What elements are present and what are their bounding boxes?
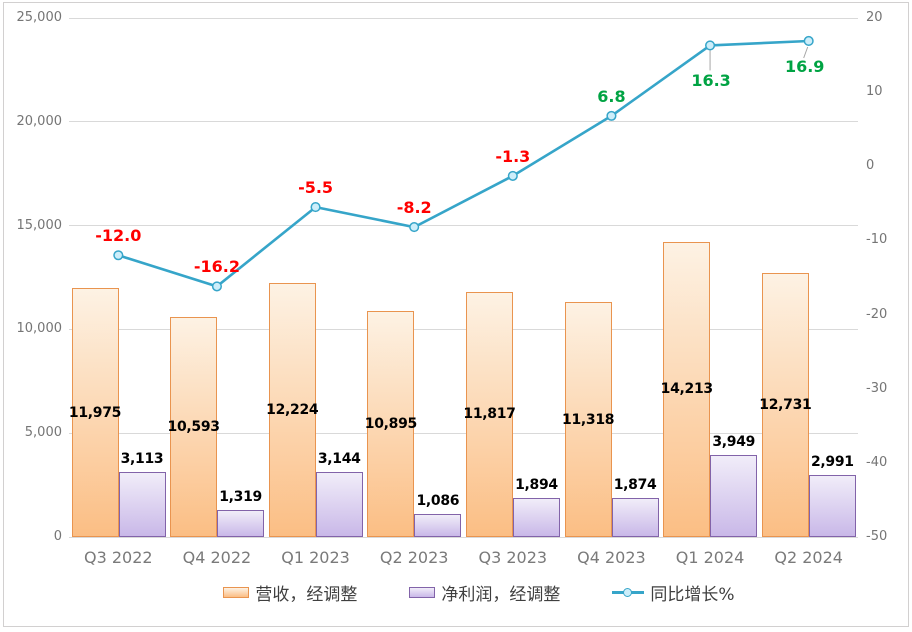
revenue-bar-label: 12,224	[266, 402, 319, 419]
revenue-bar	[466, 291, 513, 537]
left-axis-tick-label: 15,000	[16, 217, 63, 233]
revenue-bar	[367, 310, 415, 537]
netprofit-bar-label: 1,319	[219, 488, 263, 505]
revenue-bar-label: 11,318	[562, 411, 615, 428]
right-axis-tick-label: -10	[866, 232, 888, 248]
category-label: Q4 2023	[577, 548, 646, 567]
revenue-bar-label: 12,731	[759, 396, 812, 413]
yoy-point-label: -16.2	[193, 257, 240, 277]
yoy-point-marker	[211, 281, 222, 292]
gridline	[69, 536, 858, 538]
right-axis-tick-label: 10	[866, 84, 883, 100]
netprofit-bar-label: 1,874	[613, 477, 657, 494]
right-axis-tick-label: 20	[866, 10, 883, 25]
legend-item-yoy: 同比增长%	[612, 580, 735, 605]
yoy-point-label: 6.8	[597, 86, 626, 106]
netprofit-bar-label: 3,113	[120, 451, 164, 468]
gridline	[69, 121, 858, 123]
yoy-point-marker	[310, 202, 321, 213]
left-axis-tick-label: 10,000	[16, 321, 63, 337]
category-label: Q1 2024	[675, 548, 745, 567]
netprofit-bar	[513, 497, 560, 537]
revenue-bar	[268, 283, 316, 537]
right-axis-tick-label: -30	[866, 380, 888, 396]
revenue-bar-label: 10,593	[167, 419, 221, 436]
gridline	[69, 17, 858, 19]
gridline	[69, 328, 858, 330]
gridline	[69, 225, 858, 227]
netprofit-bar	[118, 472, 166, 537]
right-axis-tick-label: -40	[866, 454, 888, 470]
revenue-bar-label: 14,213	[660, 381, 714, 398]
revenue-bar	[663, 241, 711, 537]
right-axis-tick-label: -20	[866, 306, 888, 322]
legend-item-netprofit: 净利润，经调整	[409, 580, 560, 605]
netprofit-bar	[217, 509, 265, 537]
legend-item-revenue: 营收，经调整	[223, 580, 357, 605]
category-label: Q3 2022	[84, 548, 153, 567]
netprofit-bar	[611, 498, 659, 537]
legend-swatch-netprofit	[409, 586, 436, 598]
netprofit-bar	[710, 455, 758, 537]
netprofit-bar	[414, 514, 462, 537]
yoy-point-marker	[113, 250, 124, 261]
gridline	[69, 432, 858, 434]
yoy-point-label: -1.3	[495, 146, 531, 166]
revenue-bar-label: 10,895	[364, 415, 418, 432]
legend-swatch-revenue	[223, 586, 250, 598]
category-label: Q2 2024	[774, 548, 843, 567]
label-leader-line	[803, 46, 809, 59]
revenue-bar	[71, 288, 119, 537]
left-axis-tick-label: 5,000	[24, 425, 62, 441]
yoy-point-marker	[507, 170, 518, 181]
yoy-point-label: 16.9	[784, 56, 825, 76]
legend: 营收，经调整 净利润，经调整 同比增长%	[0, 578, 912, 606]
yoy-point-label: -8.2	[396, 198, 432, 218]
yoy-point-marker	[606, 110, 617, 121]
yoy-point-label: 16.3	[691, 71, 731, 91]
yoy-line	[117, 39, 809, 288]
legend-label-revenue: 营收，经调整	[255, 584, 358, 605]
left-axis-tick-label: 20,000	[16, 113, 63, 129]
yoy-point-marker	[803, 35, 814, 47]
left-axis-tick-label: 25,000	[16, 10, 63, 25]
category-label: Q1 2023	[281, 548, 350, 567]
netprofit-bar	[808, 474, 856, 537]
netprofit-bar-label: 3,144	[317, 450, 361, 467]
category-label: Q2 2023	[379, 548, 449, 567]
yoy-point-marker	[705, 40, 716, 51]
revenue-bar	[170, 317, 218, 537]
category-label: Q3 2023	[478, 548, 548, 567]
yoy-point-label: -12.0	[95, 226, 142, 246]
revenue-bar-label: 11,975	[68, 404, 122, 421]
right-axis-tick-label: -50	[866, 529, 888, 544]
category-label: Q4 2022	[182, 548, 252, 567]
legend-line-marker-icon	[612, 587, 645, 598]
legend-label-yoy: 同比增长%	[650, 584, 735, 605]
revenue-bar	[564, 302, 612, 537]
netprofit-bar-label: 2,991	[810, 453, 854, 470]
right-axis-tick-label: 0	[866, 158, 875, 174]
legend-label-netprofit: 净利润，经调整	[441, 584, 561, 605]
netprofit-bar-label: 1,086	[416, 493, 460, 510]
left-axis-tick-label: 0	[53, 529, 62, 544]
revenue-bar	[761, 272, 809, 537]
yoy-point-marker	[409, 222, 420, 233]
yoy-point-label: -5.5	[298, 178, 334, 198]
netprofit-bar-label: 1,894	[515, 476, 558, 493]
netprofit-bar	[315, 471, 363, 537]
revenue-bar-label: 11,817	[463, 406, 516, 423]
netprofit-bar-label: 3,949	[712, 434, 756, 451]
